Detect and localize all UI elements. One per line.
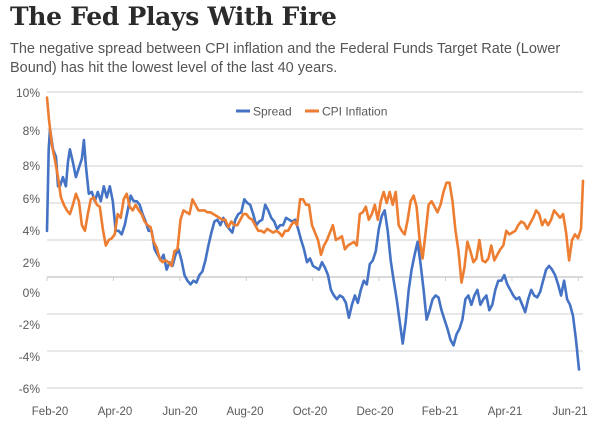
chart-subtitle: The negative spread between CPI inflatio… bbox=[10, 41, 561, 76]
y-tick-label: 10% bbox=[16, 86, 40, 100]
x-tick-label: Jun-20 bbox=[162, 406, 197, 418]
y-tick-label: 8% bbox=[23, 124, 41, 138]
chart-title: The Fed Plays With Fire bbox=[10, 2, 337, 31]
y-tick-label: -4% bbox=[19, 350, 41, 364]
x-tick-label: Apr-21 bbox=[488, 406, 523, 418]
gridlines bbox=[47, 91, 583, 389]
series-line-spread bbox=[45, 127, 581, 371]
x-tick-label: Aug-20 bbox=[226, 406, 263, 418]
series-line-cpi-inflation bbox=[45, 96, 585, 284]
y-tick-label: 6% bbox=[23, 192, 41, 206]
y-tick-label: 4% bbox=[23, 224, 41, 238]
x-tick-label: Feb-20 bbox=[32, 406, 68, 418]
y-tick-label: -2% bbox=[19, 318, 41, 332]
series-lines bbox=[45, 96, 585, 371]
y-axis-labels: 10% 8% 8% 6% 4% 2% 0% -2% -4% -6% bbox=[16, 86, 40, 396]
x-tick-label: Feb-21 bbox=[422, 406, 458, 418]
x-tick-label: Apr-20 bbox=[98, 406, 133, 418]
y-tick-label: 2% bbox=[23, 256, 41, 270]
x-tick-label: Dec-20 bbox=[356, 406, 393, 418]
x-axis bbox=[46, 276, 583, 281]
y-tick-label: -6% bbox=[19, 382, 41, 396]
y-tick-label: 0% bbox=[23, 286, 41, 300]
y-tick-label: 8% bbox=[23, 159, 41, 173]
legend: Spread CPI Inflation bbox=[236, 105, 387, 119]
x-tick-label: Oct-20 bbox=[293, 406, 328, 418]
x-axis-labels: Feb-20 Apr-20 Jun-20 Aug-20 Oct-20 Dec-20 Feb-… bbox=[32, 406, 588, 418]
legend-label-cpi-inflation: CPI Inflation bbox=[322, 105, 387, 119]
legend-label-spread: Spread bbox=[253, 105, 292, 119]
x-tick-label: Jun-21 bbox=[552, 406, 587, 418]
